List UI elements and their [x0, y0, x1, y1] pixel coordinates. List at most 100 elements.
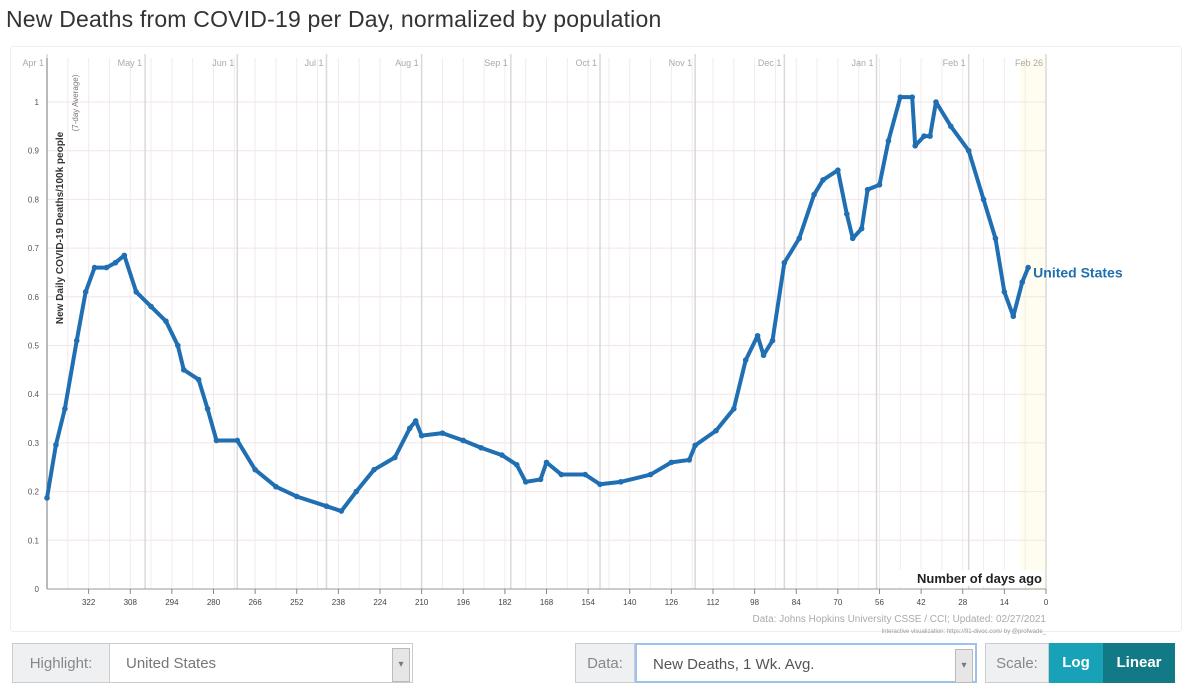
data-point	[112, 259, 119, 266]
y-tick-label: 0	[35, 585, 40, 594]
data-point	[921, 133, 927, 139]
line-chart: 0 0.1 0.2 0.3 0.4 0.5 0.6 0.7 0.8 0.9 1 Apr 1 May 1 J…	[22, 54, 1123, 635]
x-axis-label: Number of days ago	[917, 571, 1042, 586]
month-label: Nov 1	[669, 58, 693, 68]
data-point	[948, 123, 954, 130]
x-tick-label: 168	[540, 598, 554, 607]
x-tick-label: 252	[290, 598, 304, 607]
x-tick-label: 42	[917, 598, 926, 607]
data-point	[796, 235, 803, 242]
x-tick-label: 280	[207, 598, 221, 607]
data-point	[668, 459, 675, 466]
y-tick-label: 1	[35, 98, 40, 107]
y-axis-sublabel: (7-day Average)	[71, 74, 80, 131]
data-point	[148, 303, 154, 310]
highlight-select[interactable]: United States ▾	[109, 643, 413, 683]
data-point	[686, 457, 693, 463]
scale-label: Scale:	[985, 643, 1049, 683]
y-axis-label: New Daily COVID-19 Deaths/100k people	[55, 131, 66, 324]
y-tick-label: 0.3	[28, 439, 40, 448]
data-point	[864, 186, 871, 193]
x-tick-label: 112	[707, 598, 720, 607]
data-point	[478, 444, 484, 451]
y-tick-label: 0.5	[28, 342, 40, 351]
x-tick-label: 322	[82, 598, 96, 607]
data-point	[692, 442, 698, 449]
x-tick-label: 308	[124, 598, 138, 607]
data-point	[418, 432, 425, 439]
y-tick-label: 0.1	[28, 536, 40, 545]
data-point	[769, 337, 776, 344]
data-point	[439, 430, 446, 436]
chart-container	[10, 46, 1182, 632]
data-point	[82, 289, 89, 295]
log-scale-button[interactable]: Log	[1049, 643, 1103, 683]
series-label: United States	[1033, 265, 1123, 281]
data-point	[543, 459, 550, 466]
linear-scale-button[interactable]: Linear	[1103, 643, 1175, 683]
highlight-label: Highlight:	[12, 643, 110, 683]
x-tick-label: 210	[415, 598, 429, 607]
month-label: Jun 1	[212, 58, 234, 68]
data-point	[338, 508, 345, 514]
data-point	[558, 471, 565, 478]
data-point	[195, 376, 202, 383]
data-point	[582, 471, 588, 478]
data-point	[204, 406, 211, 412]
data-point	[897, 94, 904, 100]
data-point	[353, 488, 360, 495]
data-point	[731, 406, 737, 412]
data-point	[876, 181, 883, 188]
data-point	[1019, 279, 1026, 285]
data-point	[522, 479, 529, 485]
x-tick-label: 140	[623, 598, 637, 607]
data-point	[647, 471, 654, 478]
x-tick-label: 0	[1044, 598, 1049, 607]
x-tick-label: 224	[373, 598, 387, 607]
x-tick-label: 70	[833, 598, 842, 607]
data-point	[53, 442, 59, 448]
chart-title: New Deaths from COVID-19 per Day, normal…	[6, 6, 662, 32]
x-tick-label: 154	[581, 598, 595, 607]
data-point	[927, 133, 933, 139]
data-point	[213, 437, 220, 444]
data-point	[965, 147, 972, 154]
data-point	[180, 367, 187, 373]
data-point	[912, 143, 918, 149]
x-tick-label: 28	[958, 598, 967, 607]
data-select[interactable]: New Deaths, 1 Wk. Avg. ▾	[635, 643, 977, 683]
data-point	[163, 318, 169, 324]
data-point	[843, 211, 850, 217]
controls-bar: Highlight: United States ▾ Data: New Deat…	[0, 643, 1188, 685]
data-point	[273, 483, 279, 490]
x-tick-label: 98	[750, 598, 759, 607]
data-point	[121, 252, 128, 259]
chevron-down-icon: ▾	[392, 648, 410, 682]
data-point	[849, 235, 856, 242]
data-label: Data:	[575, 643, 635, 683]
y-tick-label: 0.9	[28, 147, 40, 156]
y-tick-label: 0.4	[28, 390, 40, 399]
x-tick-label: 84	[792, 598, 801, 607]
y-tick-label: 0.8	[28, 195, 40, 204]
data-point	[293, 493, 300, 500]
month-label: Feb 26	[1015, 58, 1043, 68]
x-tick-label: 56	[875, 598, 884, 607]
month-label: Jan 1	[851, 58, 873, 68]
x-tick-label: 266	[248, 598, 262, 607]
y-tick-label: 0.6	[28, 293, 40, 302]
data-point	[713, 427, 719, 434]
data-source-note: Data: Johns Hopkins University CSSE / CC…	[753, 614, 1047, 625]
data-point	[909, 94, 916, 100]
x-tick-label: 126	[665, 598, 679, 607]
month-label: Dec 1	[758, 58, 782, 68]
data-point	[537, 476, 544, 483]
x-axis-label-bg	[880, 570, 1044, 586]
y-tick-label: 0.7	[28, 244, 40, 253]
data-point	[1025, 264, 1031, 271]
data-point	[835, 167, 841, 173]
x-tick-label: 294	[165, 598, 179, 607]
data-point	[742, 357, 749, 363]
data-point	[980, 196, 987, 203]
data-point	[371, 466, 377, 473]
